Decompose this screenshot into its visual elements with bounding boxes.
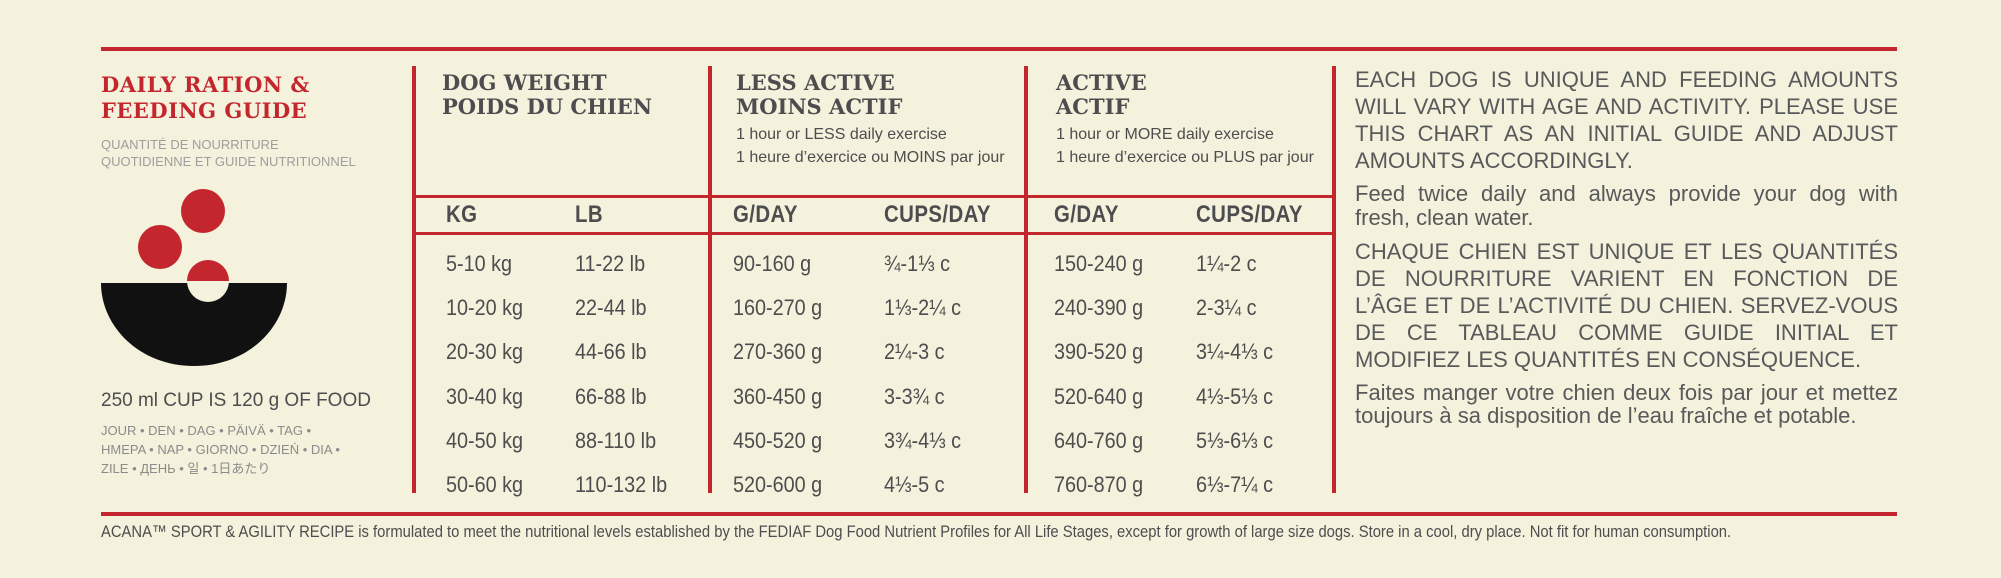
- cell-less-gday: 90-160 g: [733, 251, 812, 276]
- unit-lb: LB: [575, 201, 604, 228]
- guide-title-line1: DAILY RATION &: [101, 72, 310, 97]
- cell-less-gday: 270-360 g: [733, 339, 823, 364]
- unit-active-cupsday: CUPS/DAY: [1196, 201, 1303, 228]
- cell-kg: 40-50 kg: [446, 428, 524, 453]
- cell-active-gday: 150-240 g: [1054, 251, 1144, 276]
- active-sub-line1: 1 hour or MORE daily exercise: [1056, 126, 1274, 143]
- cell-less-gday: 160-270 g: [733, 295, 823, 320]
- unit-kg: KG: [446, 201, 478, 228]
- cell-active-cups: 4⅓-5⅓ c: [1196, 384, 1274, 409]
- note-en-caps: EACH DOG IS UNIQUE AND FEEDING AMOUNTS W…: [1355, 67, 1898, 173]
- less-active-header: LESS ACTIVE MOINS ACTIF 1 hour or LESS d…: [736, 71, 1005, 169]
- unit-less-cupsday: CUPS/DAY: [884, 201, 991, 228]
- guide-subtitle-line1: QUANTITÉ DE NOURRITURE: [101, 137, 279, 152]
- cell-lb: 66-88 lb: [575, 384, 647, 409]
- cell-lb: 22-44 lb: [575, 295, 647, 320]
- less-active-sub-line1: 1 hour or LESS daily exercise: [736, 126, 947, 143]
- cell-kg: 30-40 kg: [446, 384, 524, 409]
- cell-active-gday: 760-870 g: [1054, 472, 1144, 497]
- cell-less-cups: 4⅓-5 c: [884, 472, 945, 497]
- cell-less-gday: 450-520 g: [733, 428, 823, 453]
- language-line1: JOUR • DEN • DAG • PÄIVÄ • TAG •: [101, 423, 312, 438]
- active-sub-line2: 1 heure d’exercice ou PLUS par jour: [1056, 149, 1314, 166]
- note-fr-caps: CHAQUE CHIEN EST UNIQUE ET LES QUANTITÉS…: [1355, 239, 1898, 372]
- language-line3: ZILE • ДЕНЬ • 일 • 1日あたり: [101, 461, 271, 476]
- guide-subtitle: QUANTITÉ DE NOURRITURE QUOTIDIENNE ET GU…: [101, 136, 356, 170]
- language-line2: HMEPA • NAP • GIORNO • DZIEŃ • DIA •: [101, 442, 340, 457]
- cell-lb: 88-110 lb: [575, 428, 657, 453]
- cell-active-gday: 640-760 g: [1054, 428, 1144, 453]
- units-rule: [413, 232, 1335, 235]
- note-en-feed: Feed twice daily and always provide your…: [1355, 181, 1898, 230]
- cell-active-cups: 2-3¼ c: [1196, 295, 1257, 320]
- cell-less-cups: 2¼-3 c: [884, 339, 945, 364]
- cell-kg: 20-30 kg: [446, 339, 524, 364]
- feeding-notes: EACH DOG IS UNIQUE AND FEEDING AMOUNTS W…: [1355, 66, 1898, 427]
- cell-less-cups: ¾-1⅓ c: [884, 251, 951, 276]
- note-fr-feed: Faites manger votre chien deux fois par …: [1355, 380, 1898, 428]
- cell-less-gday: 360-450 g: [733, 384, 823, 409]
- cell-active-cups: 6⅓-7¼ c: [1196, 472, 1274, 497]
- kibble-top: [181, 189, 225, 233]
- cell-lb: 110-132 lb: [575, 472, 668, 497]
- cell-kg: 10-20 kg: [446, 295, 524, 320]
- active-title-line1: ACTIVE: [1056, 70, 1147, 95]
- less-active-sub-line2: 1 heure d’exercice ou MOINS par jour: [736, 149, 1005, 166]
- cell-kg: 5-10 kg: [446, 251, 513, 276]
- cell-active-gday: 520-640 g: [1054, 384, 1144, 409]
- unit-less-gday: G/DAY: [733, 201, 798, 228]
- weight-header-line1: DOG WEIGHT: [442, 70, 607, 95]
- cell-active-gday: 240-390 g: [1054, 295, 1144, 320]
- food-bowl-icon: [101, 189, 287, 366]
- guide-title: DAILY RATION & FEEDING GUIDE: [101, 72, 310, 124]
- cell-active-cups: 3¼-4⅓ c: [1196, 339, 1274, 364]
- divider-left: [412, 66, 416, 493]
- cell-lb: 11-22 lb: [575, 251, 646, 276]
- less-active-title-line2: MOINS ACTIF: [736, 94, 903, 119]
- cell-active-cups: 5⅓-6⅓ c: [1196, 428, 1274, 453]
- active-header: ACTIVE ACTIF 1 hour or MORE daily exerci…: [1056, 71, 1314, 169]
- divider-weight: [708, 66, 712, 493]
- weight-header: DOG WEIGHT POIDS DU CHIEN: [442, 71, 652, 119]
- bowl: [101, 283, 287, 366]
- cell-less-cups: 3¾-4⅓ c: [884, 428, 962, 453]
- divider-less-active: [1024, 66, 1028, 493]
- top-rule: [101, 47, 1897, 51]
- unit-active-gday: G/DAY: [1054, 201, 1119, 228]
- guide-title-line2: FEEDING GUIDE: [101, 98, 308, 123]
- cup-note: 250 ml CUP IS 120 g OF FOOD: [101, 390, 371, 411]
- less-active-title-line1: LESS ACTIVE: [736, 70, 895, 95]
- language-list: JOUR • DEN • DAG • PÄIVÄ • TAG • HMEPA •…: [101, 421, 340, 478]
- cell-active-cups: 1¼-2 c: [1196, 251, 1257, 276]
- divider-active: [1332, 66, 1336, 493]
- guide-subtitle-line2: QUOTIDIENNE ET GUIDE NUTRITIONNEL: [101, 154, 356, 169]
- cell-less-cups: 1⅓-2¼ c: [884, 295, 962, 320]
- active-title-line2: ACTIF: [1056, 94, 1130, 119]
- cell-kg: 50-60 kg: [446, 472, 524, 497]
- cell-active-gday: 390-520 g: [1054, 339, 1144, 364]
- recipe-footnote: ACANA™ SPORT & AGILITY RECIPE is formula…: [101, 522, 1732, 541]
- cell-less-gday: 520-600 g: [733, 472, 823, 497]
- weight-header-line2: POIDS DU CHIEN: [442, 94, 653, 119]
- cell-less-cups: 3-3¾ c: [884, 384, 945, 409]
- bottom-rule: [101, 512, 1897, 516]
- cell-lb: 44-66 lb: [575, 339, 647, 364]
- table-header-rule: [413, 195, 1335, 198]
- kibble-left: [138, 225, 182, 269]
